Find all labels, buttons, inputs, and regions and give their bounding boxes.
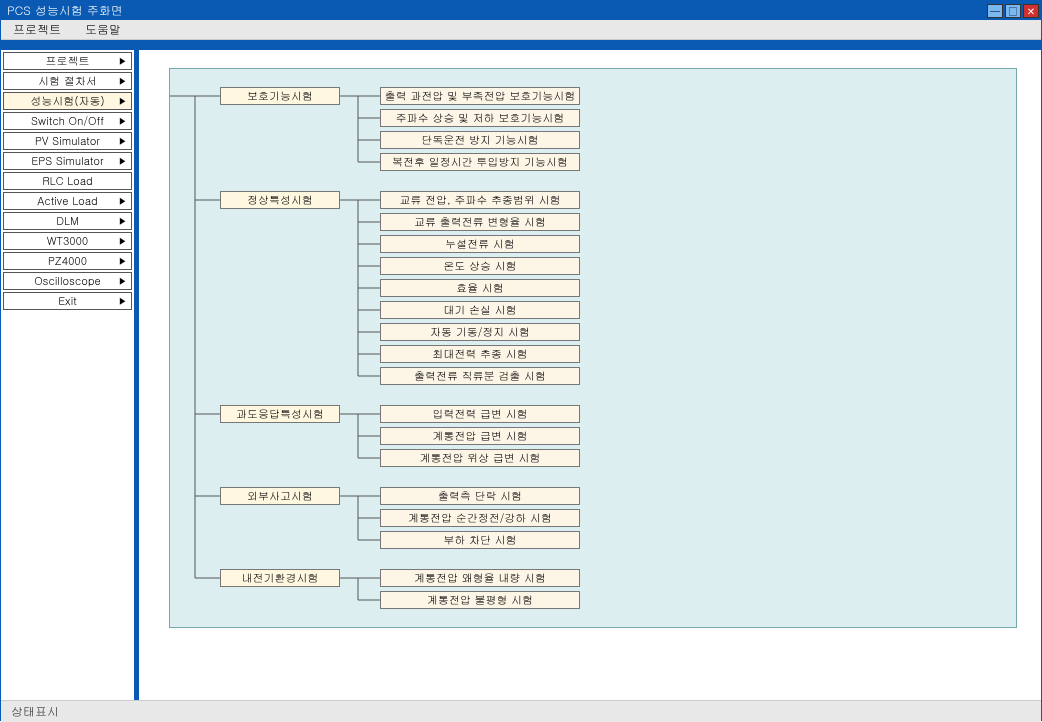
connector-lines bbox=[170, 69, 1016, 627]
menu-project[interactable]: 프로젝트 bbox=[13, 21, 61, 38]
sidebar-item-label: RLC Load bbox=[42, 174, 92, 189]
chevron-right-icon: ▶ bbox=[118, 295, 127, 308]
test-item-button[interactable]: 복전후 일정시간 투입방지 기능시험 bbox=[380, 153, 580, 171]
sidebar-item-3[interactable]: Switch On/Off ▶ bbox=[3, 112, 132, 130]
sidebar-item-1[interactable]: 시험 절차서 ▶ bbox=[3, 72, 132, 90]
test-item-button[interactable]: 계통전압 왜형율 내량 시험 bbox=[380, 569, 580, 587]
test-item-button[interactable]: 입력전력 급변 시험 bbox=[380, 405, 580, 423]
test-item-button[interactable]: 온도 상승 시험 bbox=[380, 257, 580, 275]
test-item-button[interactable]: 계통전압 순간정전/강하 시험 bbox=[380, 509, 580, 527]
maximize-button[interactable]: □ bbox=[1005, 4, 1021, 18]
sidebar-item-12[interactable]: Exit ▶ bbox=[3, 292, 132, 310]
window-controls: — □ ✕ bbox=[987, 4, 1039, 18]
test-item-button[interactable]: 최대전력 추종 시험 bbox=[380, 345, 580, 363]
test-item-button[interactable]: 출력전류 직류분 검출 시험 bbox=[380, 367, 580, 385]
minimize-button[interactable]: — bbox=[987, 4, 1003, 18]
sidebar-item-label: 시험 절차서 bbox=[38, 74, 97, 89]
main-area: 보호기능시험 출력 과전압 및 부족전압 보호기능시험주파수 상승 및 저하 보호… bbox=[139, 50, 1041, 700]
test-item-button[interactable]: 교류 출력전류 변형율 시험 bbox=[380, 213, 580, 231]
chevron-right-icon: ▶ bbox=[118, 235, 127, 248]
chevron-right-icon: ▶ bbox=[118, 115, 127, 128]
sidebar: 프로젝트▶시험 절차서▶성능시험(자동)▶Switch On/Off▶PV Si… bbox=[1, 50, 139, 700]
status-bar: 상태표시 bbox=[1, 700, 1041, 722]
chevron-right-icon: ▶ bbox=[118, 195, 127, 208]
chevron-right-icon: ▶ bbox=[118, 215, 127, 228]
chevron-right-icon: ▶ bbox=[118, 155, 127, 168]
test-item-button[interactable]: 출력측 단락 시험 bbox=[380, 487, 580, 505]
test-item-button[interactable]: 주파수 상승 및 저하 보호기능시험 bbox=[380, 109, 580, 127]
test-item-button[interactable]: 대기 손실 시험 bbox=[380, 301, 580, 319]
blue-separator bbox=[1, 40, 1041, 50]
sidebar-item-10[interactable]: PZ4000 ▶ bbox=[3, 252, 132, 270]
sidebar-item-9[interactable]: WT3000 ▶ bbox=[3, 232, 132, 250]
test-item-button[interactable]: 계통전압 위상 급변 시험 bbox=[380, 449, 580, 467]
sidebar-item-0[interactable]: 프로젝트 ▶ bbox=[3, 52, 132, 70]
sidebar-item-6[interactable]: RLC Load bbox=[3, 172, 132, 190]
close-button[interactable]: ✕ bbox=[1023, 4, 1039, 18]
sidebar-item-5[interactable]: EPS Simulator ▶ bbox=[3, 152, 132, 170]
test-item-button[interactable]: 자동 기동/정지 시험 bbox=[380, 323, 580, 341]
chevron-right-icon: ▶ bbox=[118, 275, 127, 288]
category-button[interactable]: 정상특성시험 bbox=[220, 191, 340, 209]
test-item-button[interactable]: 누설전류 시험 bbox=[380, 235, 580, 253]
sidebar-item-8[interactable]: DLM ▶ bbox=[3, 212, 132, 230]
category-button[interactable]: 내전기환경시험 bbox=[220, 569, 340, 587]
chevron-right-icon: ▶ bbox=[118, 255, 127, 268]
menubar: 프로젝트 도움말 bbox=[1, 20, 1041, 40]
sidebar-item-label: 성능시험(자동) bbox=[30, 94, 104, 109]
chevron-right-icon: ▶ bbox=[118, 95, 127, 108]
test-item-button[interactable]: 효율 시험 bbox=[380, 279, 580, 297]
category-button[interactable]: 외부사고시험 bbox=[220, 487, 340, 505]
sidebar-item-label: EPS Simulator bbox=[31, 154, 103, 169]
test-item-button[interactable]: 출력 과전압 및 부족전압 보호기능시험 bbox=[380, 87, 580, 105]
sidebar-item-2[interactable]: 성능시험(자동) ▶ bbox=[3, 92, 132, 110]
sidebar-item-label: Oscilloscope bbox=[34, 274, 101, 289]
test-item-button[interactable]: 단독운전 방지 기능시험 bbox=[380, 131, 580, 149]
sidebar-item-label: Switch On/Off bbox=[31, 114, 104, 129]
category-button[interactable]: 과도응답특성시험 bbox=[220, 405, 340, 423]
sidebar-item-4[interactable]: PV Simulator ▶ bbox=[3, 132, 132, 150]
sidebar-item-7[interactable]: Active Load ▶ bbox=[3, 192, 132, 210]
status-text: 상태표시 bbox=[11, 703, 59, 720]
sidebar-item-label: DLM bbox=[56, 214, 79, 229]
category-button[interactable]: 보호기능시험 bbox=[220, 87, 340, 105]
test-item-button[interactable]: 부하 차단 시험 bbox=[380, 531, 580, 549]
sidebar-item-label: PZ4000 bbox=[48, 254, 87, 269]
sidebar-item-label: WT3000 bbox=[47, 234, 89, 249]
test-item-button[interactable]: 계통전압 불평형 시험 bbox=[380, 591, 580, 609]
sidebar-item-label: Exit bbox=[58, 294, 76, 309]
chevron-right-icon: ▶ bbox=[118, 135, 127, 148]
sidebar-item-11[interactable]: Oscilloscope ▶ bbox=[3, 272, 132, 290]
test-item-button[interactable]: 교류 전압, 주파수 추종범위 시험 bbox=[380, 191, 580, 209]
sidebar-item-label: PV Simulator bbox=[35, 134, 100, 149]
window-title: PCS 성능시험 주화면 bbox=[7, 2, 123, 19]
menu-help[interactable]: 도움말 bbox=[85, 21, 121, 38]
test-item-button[interactable]: 계통전압 급변 시험 bbox=[380, 427, 580, 445]
sidebar-item-label: Active Load bbox=[37, 194, 97, 209]
test-diagram: 보호기능시험 출력 과전압 및 부족전압 보호기능시험주파수 상승 및 저하 보호… bbox=[169, 68, 1017, 628]
sidebar-item-label: 프로젝트 bbox=[46, 54, 90, 69]
chevron-right-icon: ▶ bbox=[118, 55, 127, 68]
chevron-right-icon: ▶ bbox=[118, 75, 127, 88]
